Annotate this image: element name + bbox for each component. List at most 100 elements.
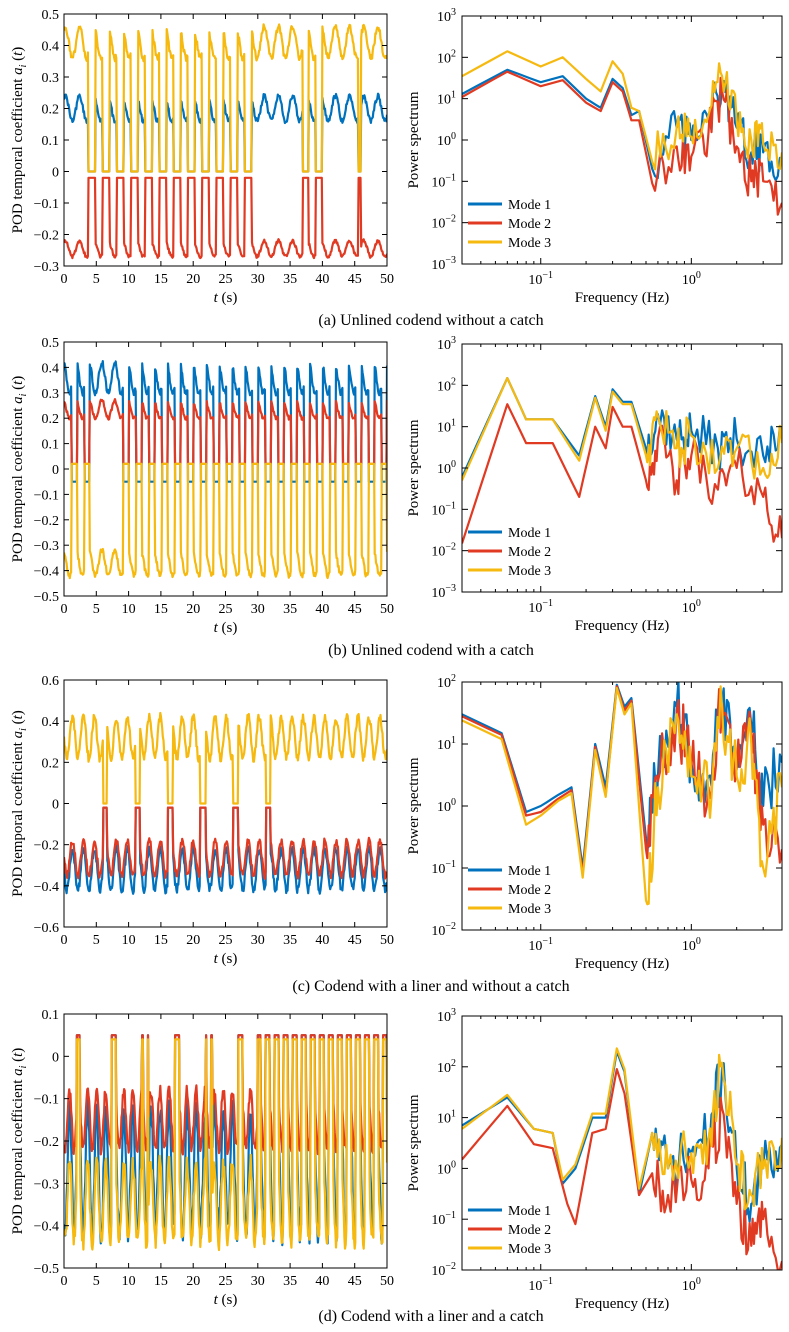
y-tick-label: 0.5 [42, 336, 60, 351]
x-tick-label: 35 [283, 1274, 297, 1289]
x-tick-label: 15 [154, 272, 168, 287]
series-mode3-spectrum [462, 685, 782, 906]
x-tick-label: 10−1 [528, 598, 553, 616]
y-axis-label: POD temporal coefficient ai (t) [10, 376, 29, 563]
y-axis-label: Power spectrum [406, 1094, 422, 1191]
legend-label-mode3: Mode 3 [508, 902, 551, 917]
time-plot-d: 0 5 10 15 20 25 30 35 40 45 50 −0.5 −0.4 −0.3 −0.2 −0.1… [10, 1008, 394, 1308]
y-axis-label: Power spectrum [406, 91, 422, 188]
spectrum-plot-b: 10−3 10−2 10−1 100 101 102 103 10−1 100 Frequency… [406, 335, 783, 634]
y-tick-label: −0.2 [34, 514, 59, 529]
legend-label-mode3: Mode 3 [508, 564, 551, 579]
y-tick-label: −0.3 [34, 1177, 59, 1192]
series-mode1-line [64, 92, 387, 173]
x-tick-label: 35 [283, 272, 297, 287]
y-tick-label: −0.2 [34, 229, 59, 244]
spectrum-plot-a: 10−3 10−2 10−1 100 101 102 103 10−1 100 Frequency… [406, 7, 783, 306]
y-tick-label: 101 [437, 1109, 456, 1127]
y-tick-label: 10−1 [431, 500, 456, 518]
y-tick-label: −0.5 [34, 590, 59, 605]
x-tick-label: 50 [380, 1274, 394, 1289]
x-tick-label: 0 [61, 1274, 68, 1289]
y-tick-label: 10−1 [431, 1210, 456, 1228]
x-tick-label: 5 [93, 272, 100, 287]
x-tick-label: 30 [251, 272, 265, 287]
y-axis-label: POD temporal coefficient ai (t) [10, 47, 29, 234]
legend: Mode 1 Mode 2 Mode 3 [468, 1204, 551, 1257]
x-axis-label: t (s) [214, 1292, 238, 1308]
y-tick-label: 10−2 [431, 542, 456, 560]
y-tick-label: −0.2 [34, 839, 59, 854]
y-tick-label: 0.1 [42, 134, 60, 149]
plot-frame [461, 1015, 783, 1271]
y-tick-label: −0.1 [34, 488, 59, 503]
x-tick-label: 100 [682, 936, 701, 954]
x-tick-label: 0 [61, 933, 68, 948]
legend: Mode 1 Mode 2 Mode 3 [468, 198, 551, 251]
x-tick-label: 20 [186, 933, 200, 948]
series-mode3-spectrum [462, 377, 782, 481]
time-plot-a: 0 5 10 15 20 25 30 35 40 45 50 −0.3 −0.2 −0.1 0 0.1 0.2 0… [10, 8, 394, 306]
x-tick-label: 40 [315, 1274, 329, 1289]
x-axis-label: Frequency (Hz) [575, 956, 670, 972]
series-mode2-line [64, 176, 387, 260]
y-tick-label: 102 [437, 1058, 456, 1076]
x-tick-label: 25 [219, 602, 233, 617]
y-tick-label: 100 [437, 1159, 456, 1177]
x-tick-label: 5 [93, 1274, 100, 1289]
legend: Mode 1 Mode 2 Mode 3 [468, 526, 551, 579]
y-tick-label: 103 [437, 1007, 456, 1025]
series-mode3-line [64, 1038, 387, 1252]
x-tick-label: 25 [219, 272, 233, 287]
y-tick-label: −0.4 [34, 565, 59, 580]
x-tick-label: 10−1 [528, 270, 553, 288]
x-tick-label: 50 [380, 272, 394, 287]
y-axis-label: Power spectrum [406, 757, 422, 854]
y-tick-label: −0.1 [34, 197, 59, 212]
x-tick-label: 15 [154, 933, 168, 948]
y-tick-label: 10−2 [431, 214, 456, 232]
y-tick-label: 0.6 [42, 674, 60, 689]
x-tick-label: 30 [251, 602, 265, 617]
series-mode1-line [64, 360, 387, 483]
y-axis-label: POD temporal coefficient ai (t) [10, 710, 29, 897]
y-tick-label: 0.1 [42, 438, 60, 453]
x-tick-label: 35 [283, 602, 297, 617]
legend-label-mode2: Mode 2 [508, 545, 551, 560]
y-tick-label: 0 [52, 166, 59, 181]
time-plot-b: 0 5 10 15 20 25 30 35 40 45 50 −0.5 −0.4 −0.3 −0.2 −0.1… [10, 336, 394, 636]
x-tick-label: 40 [315, 933, 329, 948]
x-tick-label: 30 [251, 933, 265, 948]
x-tick-label: 5 [93, 602, 100, 617]
y-tick-label: 102 [437, 48, 456, 66]
x-tick-label: 45 [348, 933, 362, 948]
y-tick-label: 100 [437, 131, 456, 149]
series-mode2-spectrum [462, 685, 782, 876]
x-tick-label: 100 [682, 598, 701, 616]
y-tick-label: 0.4 [42, 361, 60, 376]
x-tick-label: 25 [219, 1274, 233, 1289]
x-tick-label: 15 [154, 1274, 168, 1289]
series-mode3-line [64, 462, 387, 580]
y-tick-label: −0.4 [34, 880, 59, 895]
series-mode2-line [64, 806, 387, 880]
y-tick-label: −0.3 [34, 260, 59, 275]
y-tick-label: −0.6 [34, 921, 59, 936]
y-tick-label: −0.4 [34, 1220, 59, 1235]
series-mode3-spectrum [462, 50, 782, 171]
series-mode3-line [64, 711, 387, 805]
legend-label-mode3: Mode 3 [508, 236, 551, 251]
panel-caption-d: (d) Codend with a liner and a catch [318, 1308, 543, 1325]
x-tick-label: 5 [93, 933, 100, 948]
series-mode2-spectrum [462, 1067, 782, 1270]
legend-label-mode1: Mode 1 [508, 1204, 551, 1219]
y-tick-label: 0 [52, 1050, 59, 1065]
series-mode3-spectrum [462, 1047, 782, 1211]
y-tick-label: −0.3 [34, 539, 59, 554]
series-mode2-spectrum [462, 403, 782, 544]
x-tick-label: 20 [186, 272, 200, 287]
y-tick-label: 0.2 [42, 103, 60, 118]
y-tick-label: 10−1 [431, 172, 456, 190]
y-tick-label: 0.2 [42, 412, 60, 427]
